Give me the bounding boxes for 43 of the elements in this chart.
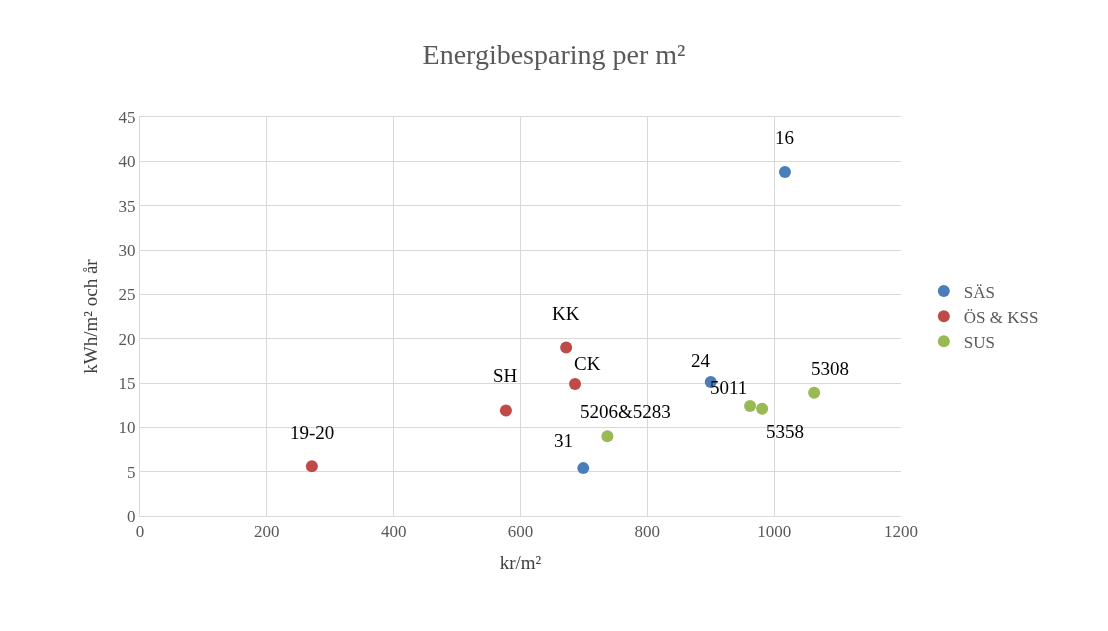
point xyxy=(560,341,573,354)
x-tick-label: 800 xyxy=(634,522,661,542)
annotation: 5358 xyxy=(766,421,804,442)
annotation: SH xyxy=(493,365,518,386)
y-tick-label: 5 xyxy=(127,462,136,482)
annotation: KK xyxy=(552,303,580,324)
legend-label: SUS xyxy=(963,332,996,352)
annotation: 5206&5283 xyxy=(580,401,671,422)
point xyxy=(577,462,590,475)
point xyxy=(744,400,757,413)
x-tick-label: 1200 xyxy=(884,522,918,542)
annotation: 24 xyxy=(691,350,711,371)
annotation: 5011 xyxy=(710,377,748,398)
y-tick-label: 45 xyxy=(118,107,136,127)
point xyxy=(305,460,318,473)
y-tick-label: 20 xyxy=(118,329,136,349)
chart-title: Energibesparing per m² xyxy=(422,38,686,70)
y-tick-label: 10 xyxy=(118,418,136,438)
y-tick-label: 40 xyxy=(118,152,136,172)
legend-label: SÄS xyxy=(963,282,996,302)
x-tick-label: 600 xyxy=(507,522,534,542)
annotation: 31 xyxy=(554,430,573,451)
annotation: CK xyxy=(574,353,601,374)
y-tick-label: 30 xyxy=(118,240,136,260)
y-tick-label: 25 xyxy=(118,285,136,305)
point xyxy=(601,430,614,443)
annotation: 16 xyxy=(775,127,794,148)
x-tick-label: 1000 xyxy=(757,522,792,542)
annotation: 19-20 xyxy=(290,422,335,443)
point xyxy=(499,404,512,417)
point xyxy=(778,165,791,178)
point xyxy=(756,402,769,415)
x-tick-label: 400 xyxy=(380,522,407,542)
x-axis-title: kr/m² xyxy=(499,552,542,574)
y-tick-label: 0 xyxy=(127,506,136,526)
annotation: 5308 xyxy=(811,358,849,379)
point xyxy=(808,386,821,399)
point xyxy=(569,377,582,390)
legend-label: ÖS & KSS xyxy=(963,307,1039,327)
y-tick-label: 15 xyxy=(118,373,136,393)
y-tick-label: 35 xyxy=(118,196,136,216)
y-axis-title: kWh/m² och år xyxy=(80,258,102,374)
x-tick-label: 200 xyxy=(254,522,280,542)
